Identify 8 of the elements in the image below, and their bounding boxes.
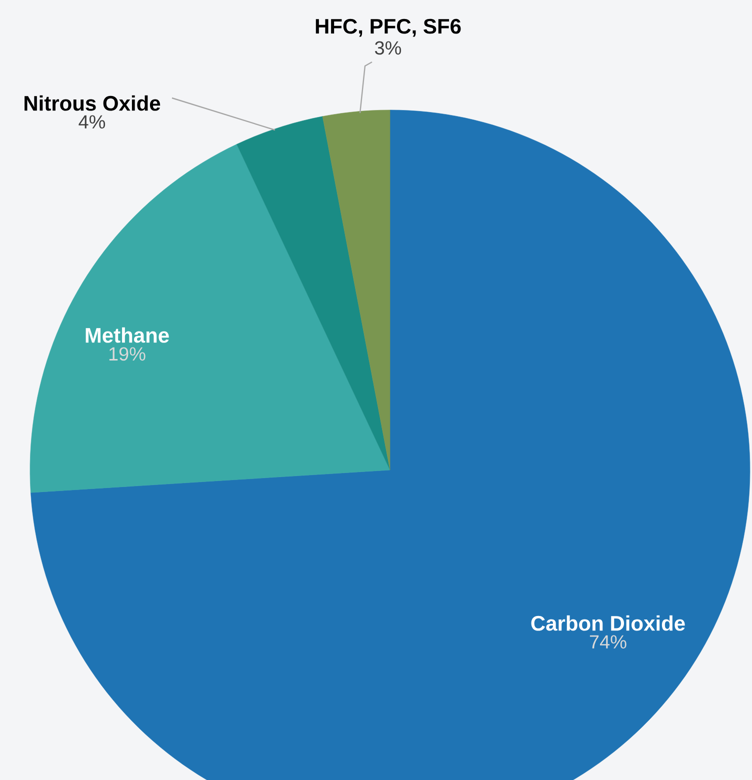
slice-label: Nitrous Oxide (24, 95, 160, 111)
slice-label: Methane (86, 327, 169, 343)
data-label: 3% (374, 41, 402, 55)
data-label: 19% (109, 347, 146, 361)
slice-label: HFC, PFC, SF6 (316, 18, 461, 37)
data-label: 74% (590, 635, 626, 648)
data-label: 4% (78, 115, 106, 128)
slice-label: Carbon Dioxide (531, 615, 685, 631)
